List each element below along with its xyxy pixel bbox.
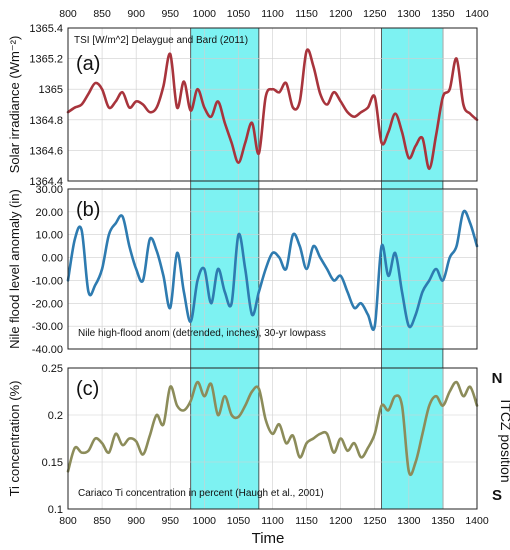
y-tick-label: 1365.2 xyxy=(29,54,63,66)
x-tick-label-bottom: 900 xyxy=(127,515,145,527)
y-axis-label: Nile flood level anomaly (in) xyxy=(7,189,22,349)
y-tick-label: -20.00 xyxy=(32,298,63,310)
x-tick-label-top: 1100 xyxy=(261,8,284,20)
itcz-axis-label: ITCZ position xyxy=(498,399,510,482)
y-tick-label: 0.2 xyxy=(48,410,63,422)
x-tick-label-bottom: 950 xyxy=(161,515,179,527)
x-tick-label-bottom: 850 xyxy=(93,515,111,527)
series-line-panel-2 xyxy=(66,209,479,332)
panel-frame xyxy=(67,188,478,350)
y-tick-label: 1364.6 xyxy=(29,145,63,157)
x-tick-label-bottom: 800 xyxy=(59,515,77,527)
x-tick-label-bottom: 1400 xyxy=(465,515,489,527)
y-tick-label: 10.00 xyxy=(35,230,63,242)
panel-tag: (c) xyxy=(76,378,99,400)
y-tick-label: -30.00 xyxy=(32,321,63,333)
x-tick-label-top: 1350 xyxy=(431,8,455,20)
panel-1: 1365.4 1365.2 1365 1364.8 1364.6 1364.4 (a) TSI… xyxy=(7,23,479,188)
x-tick-label-top: 1150 xyxy=(295,8,318,20)
x-tick-label-top: 900 xyxy=(127,8,145,20)
series-line-panel-3 xyxy=(66,380,479,477)
itcz-north-label: N xyxy=(492,370,503,387)
series-line-panel-1 xyxy=(66,48,479,171)
x-tick-label-bottom: 1250 xyxy=(363,515,387,527)
panel-annotation: Cariaco Ti concentration in percent (Hau… xyxy=(78,488,324,499)
x-tick-label-top: 1050 xyxy=(227,8,251,20)
panel-annotation: TSI [W/m^2] Delaygue and Bard (2011) xyxy=(74,35,248,46)
y-tick-label: 30.00 xyxy=(35,184,63,196)
x-tick-label-top: 1300 xyxy=(397,8,421,20)
panel-frame xyxy=(67,27,478,182)
y-tick-label: 1364.8 xyxy=(29,115,63,127)
y-tick-label: 0.00 xyxy=(42,253,63,265)
x-tick-label-bottom: 1350 xyxy=(431,515,455,527)
x-tick-label-top: 850 xyxy=(93,8,111,20)
y-tick-label: 20.00 xyxy=(35,207,63,219)
y-tick-label: 0.15 xyxy=(42,457,63,469)
x-tick-label-bottom: 1100 xyxy=(261,515,284,527)
x-tick-label-bottom: 1200 xyxy=(329,515,353,527)
x-tick-label-top: 1400 xyxy=(465,8,489,20)
y-tick-label: -10.00 xyxy=(32,275,63,287)
x-tick-label-top: 1250 xyxy=(363,8,387,20)
x-axis-label: Time xyxy=(252,530,285,547)
x-tick-label-top: 950 xyxy=(161,8,179,20)
x-axis-top: 800 850 900 950 1000 1050 1100 1150 1200 1250 1300… xyxy=(59,8,489,20)
y-axis-label: Ti concentration (%) xyxy=(7,381,22,497)
x-tick-label-top: 1000 xyxy=(193,8,217,20)
x-tick-label-top: 1200 xyxy=(329,8,353,20)
panel-frames xyxy=(67,27,478,510)
x-tick-label-bottom: 1000 xyxy=(193,515,217,527)
x-tick-label-bottom: 1150 xyxy=(295,515,318,527)
y-axis-label: Solar irradiance (Wm⁻²) xyxy=(7,36,22,174)
y-tick-label: 1365.4 xyxy=(29,23,63,35)
panel-frame xyxy=(67,367,478,510)
x-tick-label-bottom: 1050 xyxy=(227,515,251,527)
panel-tag: (a) xyxy=(76,53,100,75)
y-tick-label: 0.1 xyxy=(48,504,63,516)
x-tick-label-bottom: 1300 xyxy=(397,515,421,527)
y-tick-label: -40.00 xyxy=(32,344,63,356)
panel-annotation: Nile high-flood anom (detrended, inches)… xyxy=(78,328,326,339)
y-tick-label: 0.25 xyxy=(42,363,63,375)
x-tick-label-top: 800 xyxy=(59,8,77,20)
x-axis-bottom: 800 850 900 950 1000 1050 1100 1150 1200 1250 1300… xyxy=(59,515,489,527)
y-tick-label: 1364.4 xyxy=(29,176,63,188)
panel-tag: (b) xyxy=(76,199,100,221)
itcz-south-label: S xyxy=(492,487,502,504)
y-tick-label: 1365 xyxy=(39,84,63,96)
panels: 1365.4 1365.2 1365 1364.8 1364.6 1364.4 (a) TSI… xyxy=(7,23,479,516)
